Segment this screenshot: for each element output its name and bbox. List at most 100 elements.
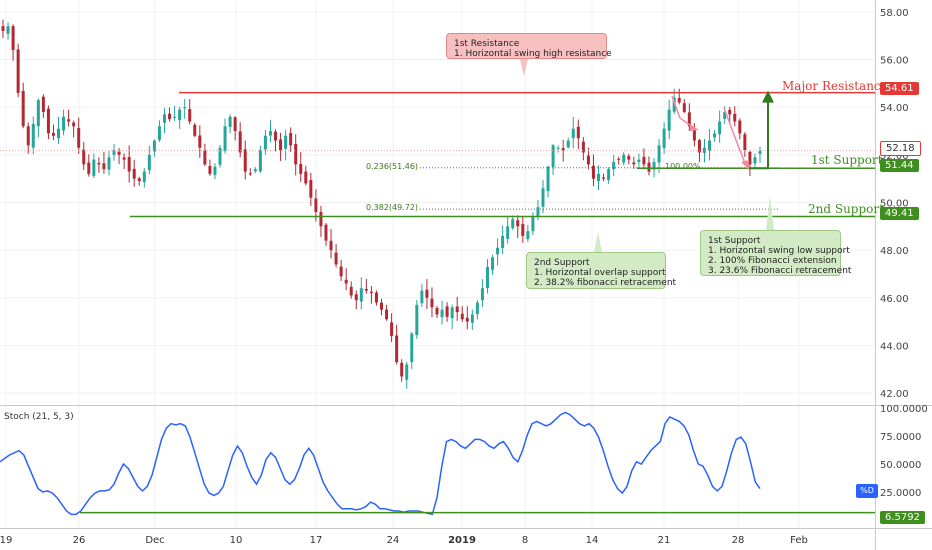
note-line: 1. Horizontal overlap support <box>534 268 666 278</box>
candle-body <box>279 139 283 151</box>
candle-body <box>733 113 737 122</box>
candle-body <box>31 123 35 148</box>
note-line: 1st Support <box>708 236 761 246</box>
candle-body <box>758 150 762 155</box>
note-line: 1. Horizontal swing high resistance <box>454 49 612 59</box>
candle-body <box>637 159 641 163</box>
candle-body <box>339 266 343 277</box>
candle-body <box>188 109 192 122</box>
candle-body <box>713 133 717 138</box>
candle-body <box>324 224 328 241</box>
fib-236-label: 0.236(51.46) <box>366 162 419 171</box>
time-tick-label: 8 <box>522 535 528 546</box>
candle-body <box>521 224 525 236</box>
candle-body <box>470 314 474 323</box>
candle-body <box>440 309 444 318</box>
candle-body <box>248 173 252 175</box>
candle-body <box>415 304 419 336</box>
candle-body <box>531 216 535 232</box>
candle-body <box>657 145 661 163</box>
support1-note: 1st Support 1. Horizontal swing low supp… <box>700 230 852 276</box>
candle-body <box>546 166 550 192</box>
candle-body <box>132 168 136 179</box>
candle-body <box>380 302 383 310</box>
candle-body <box>435 307 439 315</box>
time-tick-label: 21 <box>658 535 671 546</box>
first-support-label: 1st Support <box>811 153 883 167</box>
stoch-d-line <box>0 411 761 516</box>
price-tick-label: 44.00 <box>880 341 909 352</box>
candle-body <box>425 289 429 298</box>
bullish-arrow-head <box>762 90 774 103</box>
swing-arrow-1-head <box>690 124 699 131</box>
candle-body <box>152 140 156 152</box>
swing-arrow-2-head <box>741 160 749 170</box>
support2-note: 2nd Support 1. Horizontal overlap suppor… <box>526 252 676 289</box>
candle-body <box>607 169 611 180</box>
resistance-note-pointer <box>520 59 528 76</box>
candle-body <box>268 131 272 136</box>
candle-body <box>11 26 15 51</box>
note-line: 3. 23.6% Fibonacci retracement <box>708 266 852 276</box>
price-tick-label: 54.00 <box>880 103 909 114</box>
candles <box>1 19 762 389</box>
candle-body <box>208 165 212 174</box>
candle-body <box>566 140 570 148</box>
candle-body <box>556 147 560 149</box>
candle-body <box>304 171 308 184</box>
candle-body <box>46 108 50 134</box>
candle-body <box>359 288 363 302</box>
time-tick-label: 24 <box>387 535 400 546</box>
candle-body <box>364 289 368 291</box>
candle-body <box>173 116 177 118</box>
candle-body <box>526 231 530 240</box>
candle-body <box>349 286 353 296</box>
bullish-projection-arrow <box>748 98 769 170</box>
stoch-tick-label: 75.0000 <box>880 432 921 443</box>
candle-body <box>395 335 399 363</box>
candle-body <box>410 333 414 362</box>
candle-body <box>682 103 686 112</box>
candle-body <box>157 126 161 140</box>
candle-body <box>122 157 126 160</box>
candle-body <box>571 128 575 139</box>
time-tick-label: 19 <box>0 535 12 546</box>
candle-body <box>400 362 404 377</box>
candle-body <box>445 306 449 317</box>
time-tick-label: 14 <box>586 535 599 546</box>
candle-body <box>455 306 459 313</box>
major-resistance-tag: 54.61 <box>880 82 919 95</box>
candle-body <box>748 151 752 165</box>
candle-body <box>62 116 66 131</box>
candle-body <box>233 117 237 132</box>
candle-body <box>147 154 151 171</box>
time-tick-label: 2019 <box>448 535 476 546</box>
candle-body <box>354 294 358 301</box>
arrows <box>520 59 774 252</box>
candle-body <box>390 322 394 336</box>
candle-body <box>496 247 500 255</box>
candle-body <box>72 122 76 127</box>
candle-body <box>178 109 182 121</box>
candle-body <box>314 198 318 213</box>
time-tick-label: 17 <box>310 535 323 546</box>
price-tick-label: 42.00 <box>880 389 909 400</box>
candle-body <box>627 156 631 160</box>
resistance-note: 1st Resistance 1. Horizontal swing high … <box>446 33 612 59</box>
time-tick-label: 26 <box>73 535 86 546</box>
candle-body <box>612 162 616 170</box>
candle-body <box>677 98 681 103</box>
candle-body <box>511 219 515 229</box>
candle-body <box>450 307 454 319</box>
swing-arrow-2 <box>723 107 747 167</box>
candle-body <box>97 162 101 165</box>
price-tick-label: 48.00 <box>880 246 909 257</box>
candle-body <box>258 150 262 172</box>
second-support-tag: 49.41 <box>880 207 919 220</box>
candle-body <box>591 165 595 179</box>
candle-body <box>541 188 545 207</box>
oscillator <box>0 411 875 516</box>
candle-body <box>41 96 45 112</box>
